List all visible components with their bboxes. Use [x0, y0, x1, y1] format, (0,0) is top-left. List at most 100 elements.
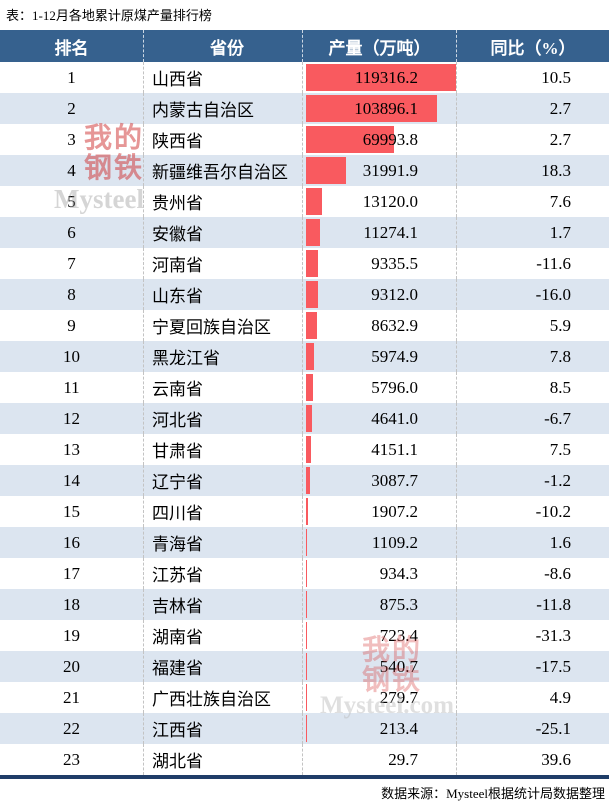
production-value: 3087.7 [371, 470, 418, 490]
province-cell: 江西省 [144, 713, 303, 744]
production-bar [306, 374, 314, 401]
production-cell: 3087.7 [303, 465, 457, 496]
table-row: 4 新疆维吾尔自治区 31991.9 18.3 [0, 155, 609, 186]
table-row: 16 青海省 1109.2 1.6 [0, 527, 609, 558]
yoy-cell: -10.2 [535, 501, 571, 521]
production-bar [306, 498, 309, 525]
yoy-cell: -8.6 [544, 563, 571, 583]
production-cell: 875.3 [303, 589, 457, 620]
province-cell: 陕西省 [144, 124, 303, 155]
production-value: 119316.2 [354, 67, 418, 87]
province-cell: 山西省 [144, 62, 303, 93]
production-cell: 4641.0 [303, 403, 457, 434]
production-bar [306, 64, 456, 91]
production-bar [306, 188, 323, 215]
rank-cell: 12 [0, 403, 144, 434]
rank-cell: 11 [0, 372, 144, 403]
yoy-cell: 7.5 [549, 439, 571, 459]
rank-cell: 21 [0, 682, 144, 713]
province-cell: 内蒙古自治区 [144, 93, 303, 124]
rank-cell: 16 [0, 527, 144, 558]
rank-cell: 15 [0, 496, 144, 527]
production-value: 69993.8 [362, 129, 418, 149]
table-row: 8 山东省 9312.0 -16.0 [0, 279, 609, 310]
province-cell: 甘肃省 [144, 434, 303, 465]
production-value: 875.3 [379, 594, 418, 614]
table-row: 19 湖南省 723.4 -31.3 [0, 620, 609, 651]
production-cell: 279.7 [303, 682, 457, 713]
table-row: 7 河南省 9335.5 -11.6 [0, 248, 609, 279]
yoy-cell: -16.0 [535, 284, 571, 304]
production-cell: 9335.5 [303, 248, 457, 279]
rank-cell: 1 [0, 62, 144, 93]
province-cell: 贵州省 [144, 186, 303, 217]
production-value: 1109.2 [371, 532, 418, 552]
yoy-cell: 5.9 [549, 315, 571, 335]
yoy-cell: 2.7 [549, 98, 571, 118]
province-cell: 安徽省 [144, 217, 303, 248]
data-source-note: 数据来源：Mysteel根据统计局数据整理 [381, 786, 605, 801]
yoy-cell: -1.2 [544, 470, 571, 490]
table-row: 17 江苏省 934.3 -8.6 [0, 558, 609, 589]
table-row: 3 陕西省 69993.8 2.7 [0, 124, 609, 155]
production-bar [306, 591, 308, 618]
table-row: 12 河北省 4641.0 -6.7 [0, 403, 609, 434]
production-value: 213.4 [379, 718, 418, 738]
province-cell: 辽宁省 [144, 465, 303, 496]
yoy-cell: -31.3 [535, 625, 571, 645]
province-cell: 云南省 [144, 372, 303, 403]
production-value: 723.4 [379, 625, 418, 645]
production-bar [306, 157, 347, 184]
production-value: 4641.0 [371, 408, 418, 428]
header-rank: 排名 [0, 30, 144, 62]
table-row: 18 吉林省 875.3 -11.8 [0, 589, 609, 620]
production-cell: 4151.1 [303, 434, 457, 465]
rank-cell: 6 [0, 217, 144, 248]
yoy-cell: 4.9 [549, 687, 571, 707]
production-value: 1907.2 [371, 501, 418, 521]
rank-cell: 8 [0, 279, 144, 310]
province-cell: 湖北省 [144, 744, 303, 775]
table-row: 9 宁夏回族自治区 8632.9 5.9 [0, 310, 609, 341]
production-cell: 1109.2 [303, 527, 457, 558]
province-cell: 广西壮族自治区 [144, 682, 303, 713]
table-row: 20 福建省 540.7 -17.5 [0, 651, 609, 682]
bottom-rule [0, 775, 609, 779]
production-bar [306, 653, 307, 680]
production-cell: 8632.9 [303, 310, 457, 341]
production-bar [306, 312, 317, 339]
table-row: 15 四川省 1907.2 -10.2 [0, 496, 609, 527]
production-bar [306, 343, 314, 370]
yoy-cell: -17.5 [535, 656, 571, 676]
production-cell: 1907.2 [303, 496, 457, 527]
province-cell: 新疆维吾尔自治区 [144, 155, 303, 186]
yoy-cell: -11.8 [536, 594, 571, 614]
ranking-table: 排名 省份 产量（万吨） 同比（%） 1 山西省 119316.2 10.5 2… [0, 30, 609, 775]
production-cell: 934.3 [303, 558, 457, 589]
header-province: 省份 [144, 30, 303, 62]
production-bar [306, 467, 310, 494]
rank-cell: 17 [0, 558, 144, 589]
table-row: 14 辽宁省 3087.7 -1.2 [0, 465, 609, 496]
rank-cell: 3 [0, 124, 144, 155]
province-cell: 河北省 [144, 403, 303, 434]
production-bar [306, 560, 308, 587]
production-cell: 5796.0 [303, 372, 457, 403]
rank-cell: 22 [0, 713, 144, 744]
production-value: 9335.5 [371, 253, 418, 273]
table-row: 2 内蒙古自治区 103896.1 2.7 [0, 93, 609, 124]
province-cell: 宁夏回族自治区 [144, 310, 303, 341]
yoy-cell: 10.5 [541, 67, 571, 87]
province-cell: 江苏省 [144, 558, 303, 589]
production-bar [306, 95, 437, 122]
production-value: 31991.9 [362, 160, 418, 180]
table-row: 13 甘肃省 4151.1 7.5 [0, 434, 609, 465]
production-value: 103896.1 [354, 98, 418, 118]
production-cell: 119316.2 [303, 62, 457, 93]
production-bar [306, 219, 321, 246]
province-cell: 黑龙江省 [144, 341, 303, 372]
production-cell: 11274.1 [303, 217, 457, 248]
province-cell: 青海省 [144, 527, 303, 558]
rank-cell: 2 [0, 93, 144, 124]
